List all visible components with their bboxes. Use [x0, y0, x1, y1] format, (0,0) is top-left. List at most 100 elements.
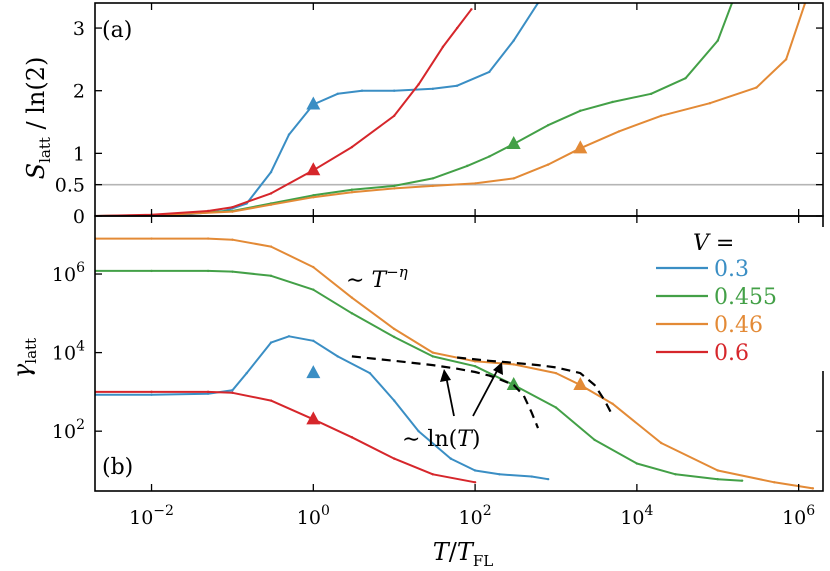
gamma-point-V0.3: [269, 341, 273, 344]
gamma-point-V0.455: [393, 335, 396, 339]
gamma-point-V0.455: [150, 269, 153, 273]
entropy-point-V0.6: [206, 209, 210, 213]
gamma-point-V0.455: [716, 477, 719, 481]
gamma-line-V0.46: [95, 237, 814, 490]
entropy-point-V0.6: [470, 8, 473, 11]
gamma-point-V0.3: [150, 393, 153, 396]
legend-title: V =: [693, 231, 734, 256]
gamma-point-V0.6: [350, 436, 354, 439]
entropy-line-V0.6: [95, 8, 473, 216]
gamma-point-V0.3: [336, 355, 339, 358]
gamma-point-V0.455: [431, 355, 434, 358]
log-annotation: ∼ ln(T): [402, 427, 481, 452]
entropy-point-V0.3: [360, 89, 364, 92]
entropy-point-V0.6: [269, 192, 273, 195]
power-law-annotation: ∼ T−η: [346, 263, 408, 293]
gamma-line-V0.3: [95, 335, 549, 481]
gamma-point-V0.3: [312, 339, 315, 342]
gamma-point-V0.46: [350, 296, 354, 299]
gamma-marker-V0.46: [573, 376, 588, 390]
panel-a-entropy: 0 0.5 1 2 3 (a): [55, 2, 824, 228]
gamma-point-V0.46: [660, 441, 663, 445]
gamma-point-V0.6: [431, 473, 434, 476]
gamma-point-V0.46: [393, 327, 396, 331]
gamma-point-V0.455: [740, 479, 744, 482]
y-tick-label-b: 104: [52, 339, 85, 365]
gamma-point-V0.6: [231, 391, 234, 394]
gamma-point-V0.3: [417, 429, 420, 433]
y-tick-label-a: 3: [73, 18, 85, 40]
entropy-point-V0.46: [755, 86, 758, 89]
gamma-point-V0.455: [231, 270, 234, 273]
entropy-point-V0.455: [546, 123, 550, 127]
entropy-point-V0.46: [473, 182, 477, 185]
arrow-to-orange-fit: [472, 368, 499, 417]
entropy-point-V0.455: [488, 155, 491, 158]
entropy-point-V0.6: [393, 114, 396, 117]
entropy-point-V0.3: [455, 84, 459, 87]
entropy-marker-V0.46: [573, 140, 588, 154]
entropy-line-V0.455: [95, 3, 733, 216]
entropy-point-V0.6: [455, 26, 459, 30]
arrow-head-orange: [493, 362, 503, 375]
entropy-point-V0.46: [350, 190, 354, 194]
log-fit-line-2: [456, 356, 614, 417]
entropy-point-V0.455: [466, 164, 469, 168]
gamma-point-V0.46: [716, 469, 719, 472]
gamma-point-V0.455: [554, 406, 558, 409]
gamma-point-V0.46: [773, 481, 776, 484]
log-annotation-arrows: [440, 362, 503, 417]
gamma-point-V0.46: [206, 237, 210, 240]
gamma-point-V0.455: [350, 312, 354, 315]
legend-entries: 0.3 0.455 0.46 0.6: [656, 257, 777, 366]
entropy-point-V0.46: [512, 177, 515, 180]
entropy-point-V0.455: [611, 100, 614, 104]
entropy-point-V0.46: [393, 187, 396, 190]
gamma-point-V0.6: [473, 481, 477, 484]
gamma-line-V0.6: [95, 390, 476, 484]
log-fit-line-1: [351, 355, 540, 429]
entropy-point-V0.46: [617, 130, 621, 133]
entropy-point-V0.3: [287, 133, 291, 136]
entropy-marker-V0.455: [506, 135, 521, 149]
panel-b-ticks: 102 104 106 10−2 100 102 104 106: [52, 216, 823, 529]
gamma-point-V0.455: [674, 473, 677, 476]
entropy-point-V0.3: [393, 89, 396, 92]
gamma-point-V0.6: [269, 399, 273, 402]
entropy-point-V0.6: [417, 83, 420, 86]
gamma-point-V0.3: [449, 457, 452, 460]
entropy-point-V0.455: [649, 92, 653, 96]
gamma-point-V0.3: [287, 335, 291, 338]
gamma-point-V0.3: [245, 371, 248, 375]
entropy-point-V0.46: [231, 210, 234, 213]
x-tick-label: 100: [297, 503, 330, 529]
gamma-point-V0.6: [206, 390, 210, 394]
gamma-point-V0.455: [635, 462, 639, 465]
y-tick-label-b: 102: [52, 417, 85, 443]
arrow-to-green-fit: [445, 375, 455, 417]
gamma-point-V0.455: [206, 269, 210, 273]
entropy-point-V0.3: [431, 87, 434, 91]
entropy-point-V0.46: [708, 102, 712, 105]
entropy-point-V0.6: [350, 145, 354, 149]
entropy-point-V0.455: [350, 188, 354, 191]
gamma-point-V0.46: [269, 245, 273, 248]
entropy-marker-V0.6: [306, 162, 321, 176]
legend-label-V0.455: 0.455: [714, 285, 777, 310]
entropy-point-V0.3: [512, 39, 515, 42]
gamma-point-V0.3: [231, 389, 234, 392]
gamma-point-V0.46: [150, 237, 153, 240]
entropy-point-V0.46: [660, 114, 663, 117]
x-tick-label: 106: [782, 503, 815, 529]
panel-a-tag: (a): [102, 18, 132, 43]
entropy-point-V0.46: [269, 203, 273, 206]
entropy-point-V0.455: [579, 109, 582, 112]
arrow-head-green: [440, 369, 451, 382]
legend-label-V0.3: 0.3: [714, 257, 749, 282]
gamma-point-V0.46: [312, 265, 315, 269]
entropy-point-V0.46: [784, 58, 788, 61]
gamma-point-V0.46: [554, 371, 558, 375]
gamma-point-V0.46: [611, 402, 614, 405]
gamma-point-V0.3: [498, 473, 501, 476]
